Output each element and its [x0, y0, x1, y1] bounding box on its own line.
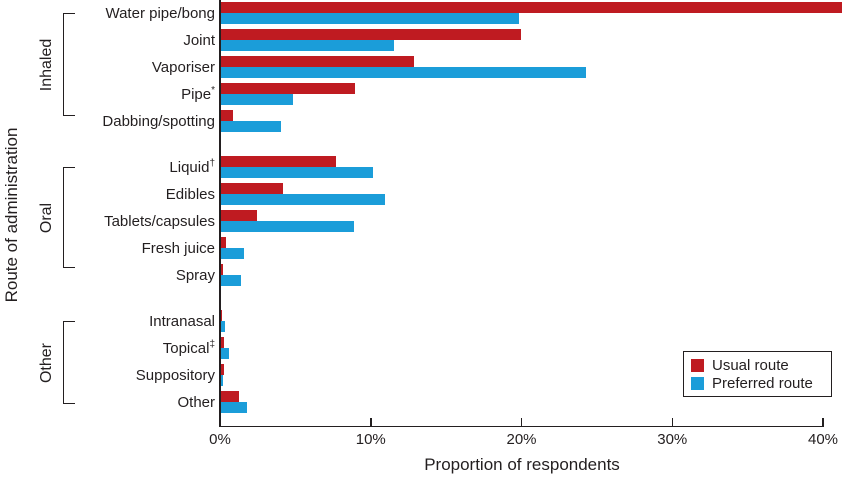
group-bracket — [63, 321, 75, 404]
bar-preferred-route — [221, 94, 294, 105]
bar-preferred-route — [221, 375, 224, 386]
category-label: Tablets/capsules — [104, 212, 215, 230]
category-label: Edibles — [165, 185, 215, 203]
bar-usual-route — [221, 83, 356, 94]
category-label: Topical‡ — [162, 338, 215, 357]
x-tick-label: 0% — [209, 431, 231, 448]
bar-usual-route — [221, 2, 843, 13]
bar-usual-route — [221, 237, 226, 248]
x-tick-label: 20% — [506, 431, 537, 448]
bar-usual-route — [221, 183, 283, 194]
x-tick — [370, 418, 372, 426]
group-bracket — [63, 167, 75, 268]
bar-preferred-route — [221, 275, 241, 286]
bar-usual-route — [221, 210, 258, 221]
bar-preferred-route — [221, 67, 586, 78]
bar-preferred-route — [221, 248, 244, 259]
bar-preferred-route — [221, 167, 374, 178]
category-label: Water pipe/bong — [105, 4, 215, 22]
bar-preferred-route — [221, 402, 247, 413]
legend-item-usual-route: Usual route — [691, 356, 824, 374]
bar-preferred-route — [221, 194, 386, 205]
x-tick — [671, 418, 673, 426]
bar-preferred-route — [221, 321, 225, 332]
y-axis-line — [219, 0, 221, 427]
x-tick — [520, 418, 523, 426]
bar-preferred-route — [221, 40, 395, 51]
x-tick — [822, 418, 824, 426]
bar-usual-route — [221, 337, 224, 348]
bar-preferred-route — [221, 121, 282, 132]
x-tick-label: 10% — [355, 431, 386, 448]
bar-usual-route — [221, 364, 224, 375]
category-label: Vaporiser — [151, 58, 215, 76]
group-bracket — [63, 13, 75, 116]
x-axis-title: Proportion of respondents — [424, 455, 620, 474]
category-label: Fresh juice — [141, 239, 215, 257]
category-label: Pipe* — [181, 84, 215, 103]
bar-preferred-route — [221, 221, 354, 232]
category-label: Liquid† — [169, 157, 215, 176]
category-label: Dabbing/spotting — [102, 112, 215, 130]
legend-label: Preferred route — [712, 374, 813, 392]
legend-item-preferred-route: Preferred route — [691, 374, 824, 392]
bar-usual-route — [221, 110, 234, 121]
category-label: Spray — [175, 266, 215, 284]
preferred-route-swatch-icon — [691, 376, 704, 390]
category-label: Suppository — [135, 366, 215, 384]
bar-preferred-route — [221, 13, 520, 24]
bar-usual-route — [221, 56, 414, 67]
x-axis-line — [219, 425, 824, 427]
bar-usual-route — [221, 264, 224, 275]
x-tick — [219, 418, 221, 426]
usual-route-swatch-icon — [691, 358, 704, 372]
bar-preferred-route — [221, 348, 230, 359]
x-tick-label: 40% — [807, 431, 839, 448]
bar-usual-route — [221, 310, 222, 321]
legend-label: Usual route — [712, 356, 789, 374]
category-label: Intranasal — [149, 312, 215, 330]
category-label: Joint — [183, 31, 215, 49]
legend: Usual route Preferred route — [683, 351, 832, 397]
category-label: Other — [177, 393, 215, 411]
x-tick-label: 30% — [657, 431, 688, 448]
bar-usual-route — [221, 391, 240, 402]
bar-usual-route — [221, 29, 521, 40]
bar-usual-route — [221, 156, 336, 167]
